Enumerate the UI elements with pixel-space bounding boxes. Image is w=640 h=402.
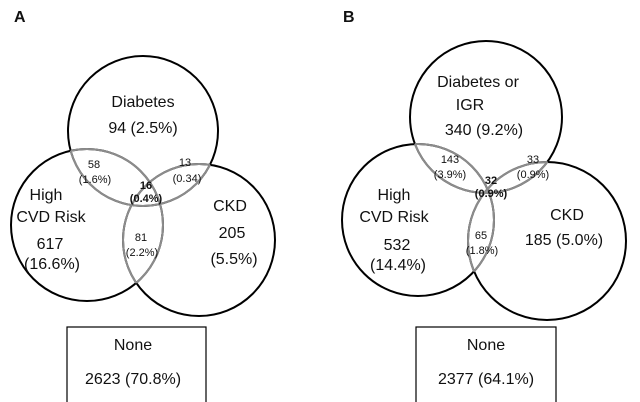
diabetes-cvd-pct: (3.9%) bbox=[434, 169, 466, 181]
diabetes-ckd-pct: (0.9%) bbox=[517, 169, 549, 181]
diabetes-ckd-pct: (0.34) bbox=[173, 173, 202, 185]
diabetes-igr-label-line2: IGR bbox=[456, 97, 484, 114]
ckd-only-pct: (5.5%) bbox=[210, 251, 257, 268]
ckd-only-count: 205 bbox=[219, 225, 246, 242]
panel-a: A Diabetes 94 (2.5%) High CVD Risk 617 (… bbox=[10, 9, 276, 402]
none-value: 2377 (64.1%) bbox=[438, 371, 534, 388]
none-box bbox=[66, 326, 207, 402]
ckd-label: CKD bbox=[550, 207, 584, 224]
cvd-label-line1: High bbox=[30, 187, 63, 204]
diabetes-ckd-count: 33 bbox=[527, 154, 539, 166]
cvd-only-pct: (16.6%) bbox=[24, 256, 80, 273]
cvd-label-line1: High bbox=[378, 187, 411, 204]
all-three-count: 16 bbox=[140, 180, 152, 192]
cvd-only-count: 532 bbox=[384, 237, 411, 254]
none-box bbox=[415, 326, 557, 402]
cvd-label-line2: CVD Risk bbox=[359, 209, 429, 226]
cvd-ckd-pct: (1.8%) bbox=[466, 245, 498, 257]
diabetes-cvd-count: 143 bbox=[441, 154, 459, 166]
diabetes-cvd-count: 58 bbox=[88, 159, 100, 171]
diabetes-cvd-pct: (1.6%) bbox=[79, 174, 111, 186]
diabetes-igr-label-line1: Diabetes or bbox=[437, 74, 519, 91]
ckd-label: CKD bbox=[213, 198, 247, 215]
panel-a-label: A bbox=[14, 9, 26, 26]
diabetes-only-value: 94 (2.5%) bbox=[108, 120, 177, 137]
ckd-only-value: 185 (5.0%) bbox=[525, 232, 603, 249]
cvd-ckd-count: 65 bbox=[475, 230, 487, 242]
all-three-pct: (0.4%) bbox=[130, 193, 163, 205]
panel-b: B Diabetes or IGR 340 (9.2%) High CVD Ri… bbox=[341, 9, 627, 402]
diabetes-label: Diabetes bbox=[111, 94, 174, 111]
cvd-ckd-count: 81 bbox=[135, 232, 147, 244]
cvd-only-count: 617 bbox=[37, 236, 64, 253]
cvd-label-line2: CVD Risk bbox=[16, 209, 86, 226]
none-label: None bbox=[114, 337, 152, 354]
all-three-pct: (0.9%) bbox=[475, 188, 508, 200]
none-value: 2623 (70.8%) bbox=[85, 371, 181, 388]
diabetes-igr-only-value: 340 (9.2%) bbox=[445, 122, 523, 139]
none-label: None bbox=[467, 337, 505, 354]
diabetes-ckd-count: 13 bbox=[179, 157, 191, 169]
panel-b-label: B bbox=[343, 9, 355, 26]
cvd-ckd-pct: (2.2%) bbox=[126, 247, 158, 259]
cvd-only-pct: (14.4%) bbox=[370, 257, 426, 274]
all-three-count: 32 bbox=[485, 175, 497, 187]
